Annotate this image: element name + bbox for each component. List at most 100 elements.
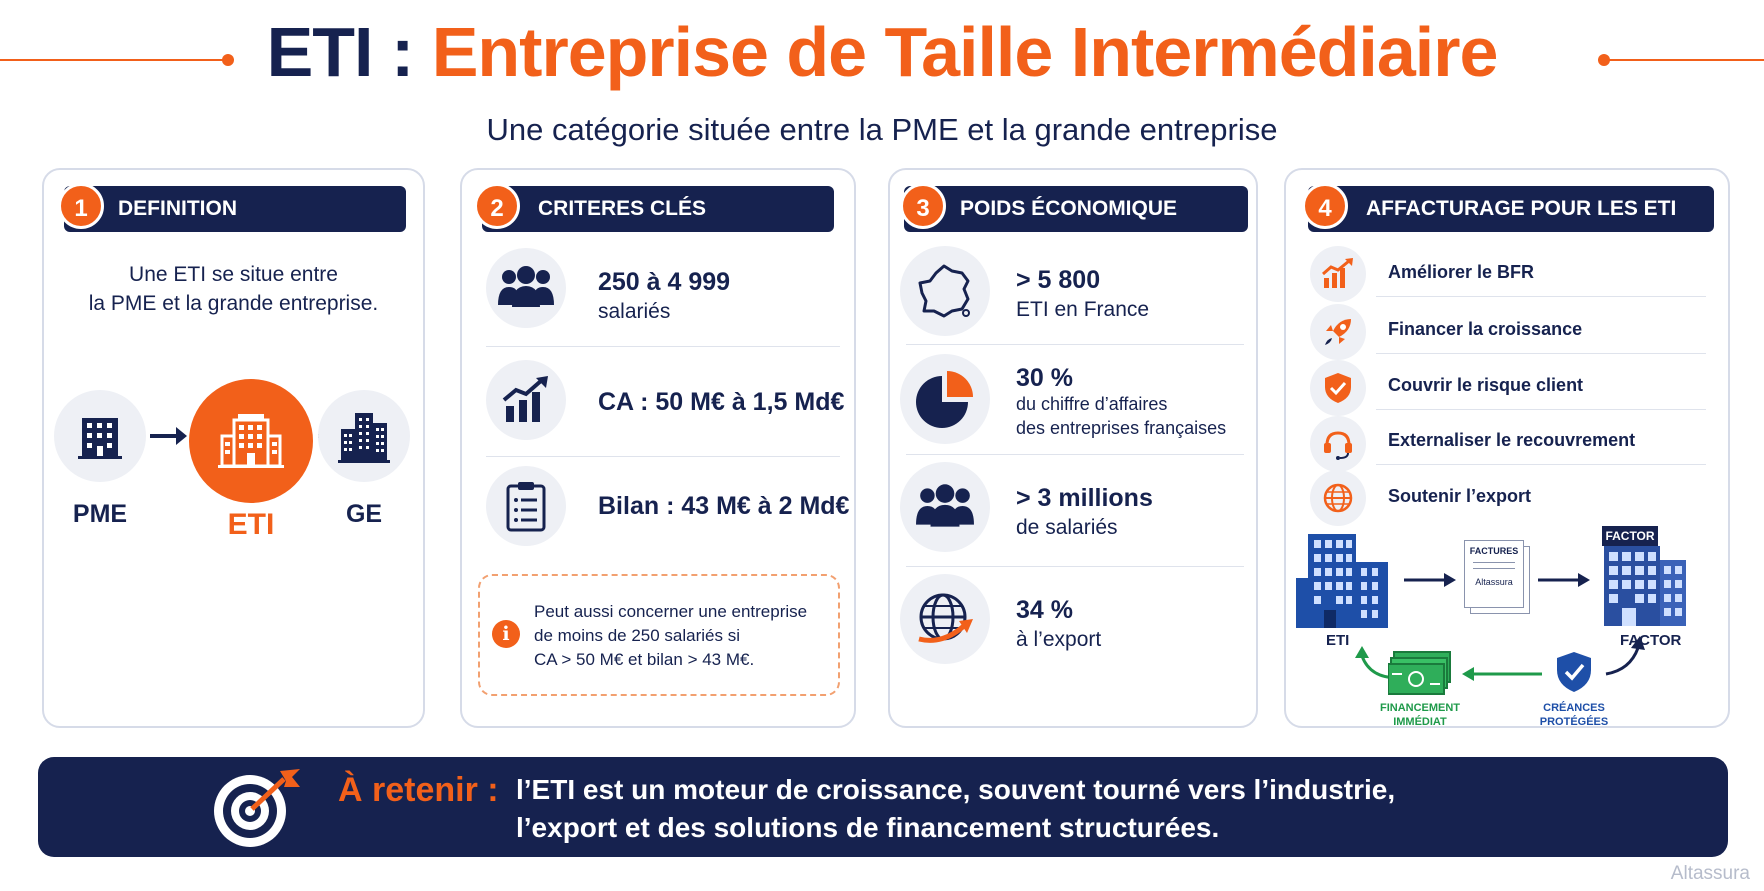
- watermark: Altassura: [1670, 863, 1750, 884]
- criteria-employees-label: salariés: [598, 300, 671, 323]
- invoice-brand: Altassura: [1475, 577, 1513, 587]
- benefit-icon-circle: [1310, 360, 1366, 416]
- title-dot-left: [222, 54, 234, 66]
- factor-building: FACTOR: [1602, 526, 1688, 628]
- pie-chart-icon: [916, 371, 973, 428]
- globe-icon: [1323, 483, 1353, 513]
- economy-icon-circle: [900, 462, 990, 552]
- economy-icon-circle: [900, 246, 990, 336]
- financing-label-line1: FINANCEMENT: [1379, 702, 1461, 714]
- economy-count-label: ETI en France: [1016, 298, 1150, 321]
- economy-icon-circle: [900, 574, 990, 664]
- economy-revenue-share-label2: des entreprises françaises: [1016, 418, 1227, 438]
- factor-sign: FACTOR: [1602, 526, 1658, 546]
- criteria-icon-circle: [486, 360, 566, 440]
- chart-up-icon: [1322, 258, 1353, 288]
- eti-diagram-label: ETI: [1326, 632, 1350, 649]
- economy-count-value: > 5 800: [1016, 266, 1101, 294]
- page-subtitle: Une catégorie située entre la PME et la …: [486, 112, 1278, 147]
- takeaway-line1: l’ETI est un moteur de croissance, souve…: [516, 774, 1396, 805]
- shield-check-icon: [1325, 373, 1351, 403]
- title-dot-right: [1598, 54, 1610, 66]
- card-definition: DEFINITION 1 Une ETI se situe entre la P…: [42, 168, 425, 728]
- divider: [906, 566, 1244, 567]
- economy-employees-label: de salariés: [1016, 516, 1118, 539]
- protected-label-line2: PROTÉGÉES: [1539, 716, 1609, 728]
- label-pme: PME: [72, 500, 128, 528]
- invoice-stack: FACTURES Altassura: [1464, 540, 1530, 614]
- target-icon: [214, 769, 300, 847]
- card-poids-economique: POIDS ÉCONOMIQUE 3 > 5 800 ETI en France…: [888, 168, 1258, 728]
- eti-building-icon: [1296, 534, 1388, 628]
- label-ge: GE: [345, 500, 383, 528]
- benefit-label: Externaliser le recouvrement: [1388, 430, 1636, 450]
- card-criteres-header: CRITERES CLÉS: [482, 186, 834, 232]
- economy-export-label: à l’export: [1016, 628, 1102, 651]
- arrow-right-icon: [150, 427, 187, 445]
- invoice-line: [1473, 568, 1515, 569]
- factor-sign-text: FACTOR: [1605, 529, 1655, 543]
- takeaway-line2: l’export et des solutions de financement…: [516, 812, 1220, 843]
- criteria-icon-circle: [486, 466, 566, 546]
- key-takeaway-banner: À retenir : l’ETI est un moteur de crois…: [38, 757, 1728, 857]
- invoice-page: FACTURES Altassura: [1464, 540, 1524, 608]
- card-poids-header: POIDS ÉCONOMIQUE: [904, 186, 1248, 232]
- benefit-icon-circle: [1310, 470, 1366, 526]
- economy-revenue-share-label1: du chiffre d’affaires: [1016, 394, 1168, 414]
- card-criteres-title: CRITERES CLÉS: [538, 197, 707, 220]
- benefit-label: Financer la croissance: [1388, 319, 1583, 339]
- france-map-icon: [918, 264, 970, 318]
- title-prefix: ETI :: [266, 13, 432, 91]
- card-affacturage: AFFACTURAGE POUR LES ETI 4 Améliorer le …: [1284, 168, 1730, 728]
- benefit-icon-circle: [1310, 416, 1366, 472]
- note-line3: CA > 50 M€ et bilan > 43 M€.: [534, 650, 755, 669]
- clipboard-icon: [506, 482, 546, 532]
- criteria-note-box: i Peut aussi concerner une entreprise de…: [478, 574, 840, 696]
- arrow-right-icon: [1404, 573, 1456, 587]
- criteria-revenue-value: CA : 50 M€ à 1,5 Md€: [598, 388, 845, 416]
- pme-icon-circle: [54, 390, 146, 482]
- card-number-badge: 3: [900, 183, 946, 229]
- benefit-label: Améliorer le BFR: [1388, 262, 1535, 282]
- title-main: Entreprise de Taille Intermédiaire: [431, 13, 1499, 91]
- eti-icon-circle: [189, 379, 313, 503]
- takeaway-label: À retenir :: [338, 771, 499, 809]
- benefit-label: Soutenir l’export: [1388, 486, 1532, 506]
- criteria-employees-value: 250 à 4 999: [598, 268, 731, 296]
- divider: [906, 454, 1244, 455]
- card-number-badge: 1: [58, 183, 104, 229]
- definition-text-line1: Une ETI se situe entre: [129, 263, 338, 286]
- benefit-label: Couvrir le risque client: [1388, 375, 1584, 395]
- criteria-icon-circle: [486, 248, 566, 328]
- page-title: ETI : Entreprise de Taille Intermédiaire: [0, 12, 1764, 92]
- card-number-badge: 2: [474, 183, 520, 229]
- definition-text-line2: la PME et la grande entreprise.: [88, 292, 379, 315]
- building-icon: [78, 418, 122, 459]
- note-line2: de moins de 250 salariés si: [534, 626, 741, 645]
- shield-check-icon: [1557, 652, 1591, 692]
- divider: [486, 346, 840, 347]
- divider: [1376, 409, 1706, 410]
- card-poids-title: POIDS ÉCONOMIQUE: [960, 197, 1178, 220]
- protected-label-line1: CRÉANCES: [1543, 702, 1605, 714]
- rocket-icon: [1325, 319, 1351, 345]
- economy-employees-value: > 3 millions: [1016, 484, 1153, 512]
- card-criteres: CRITERES CLÉS 2 250 à 4 999 salariés CA …: [460, 168, 856, 728]
- economy-export-value: 34 %: [1016, 596, 1073, 624]
- card-affacturage-header: AFFACTURAGE POUR LES ETI: [1308, 186, 1714, 232]
- divider: [1376, 464, 1706, 465]
- benefit-icon-circle: [1310, 304, 1366, 360]
- label-eti: ETI: [227, 508, 275, 541]
- people-icon: [916, 484, 974, 527]
- card-number-badge: 4: [1302, 183, 1348, 229]
- divider: [906, 344, 1244, 345]
- headset-icon: [1324, 431, 1352, 460]
- title-line-right: [1606, 59, 1764, 61]
- curved-arrow-icon: [1605, 636, 1645, 676]
- divider: [1376, 296, 1706, 297]
- divider: [1376, 353, 1706, 354]
- bank-building-icon: [1604, 546, 1686, 626]
- people-icon: [498, 266, 554, 307]
- economy-icon-circle: [900, 354, 990, 444]
- financing-label-line2: IMMÉDIAT: [1393, 716, 1447, 728]
